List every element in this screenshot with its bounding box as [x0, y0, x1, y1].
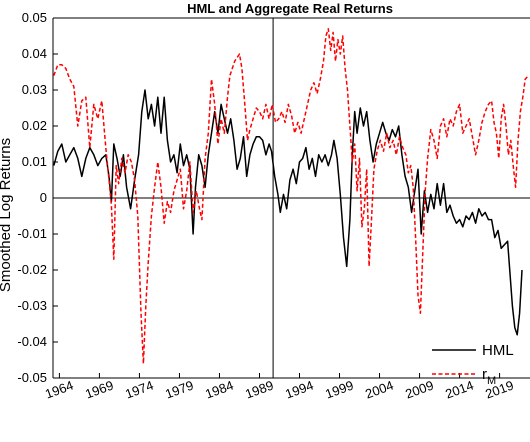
x-tick-label: 1964: [43, 378, 75, 402]
y-tick-label: 0.02: [22, 118, 47, 133]
x-tick-label: 1999: [323, 378, 355, 402]
legend-label-rm: rM: [482, 366, 496, 387]
y-tick-label: 0: [40, 190, 47, 205]
series-layer: [53, 28, 529, 365]
series-line-hml: [53, 89, 523, 336]
y-tick-label: -0.01: [17, 226, 47, 241]
x-tick-label: 2009: [403, 378, 435, 402]
y-tick-label: 0.04: [22, 46, 47, 61]
x-tick-label: 1984: [203, 378, 235, 402]
x-tick-label: 1974: [123, 378, 155, 402]
legend-label-hml: HML: [482, 342, 514, 359]
x-tick-label: 1989: [243, 378, 275, 402]
y-tick-label: 0.05: [22, 10, 47, 25]
axes: [52, 17, 530, 379]
y-tick-label: -0.04: [17, 334, 47, 349]
y-tick-label: -0.02: [17, 262, 47, 277]
y-tick-label: 0.01: [22, 154, 47, 169]
x-tick-label: 1969: [83, 378, 115, 402]
y-tick-label: -0.03: [17, 298, 47, 313]
y-tick-label: 0.03: [22, 82, 47, 97]
y-axis-label: Smoothed Log Returns: [0, 138, 14, 292]
chart-title: HML and Aggregate Real Returns: [187, 1, 393, 16]
x-tick-label: 2004: [363, 378, 395, 402]
x-tick-label: 1979: [163, 378, 195, 402]
x-tick-label: 2014: [443, 378, 475, 402]
series-line-rm: [53, 28, 529, 365]
y-tick-label: -0.05: [17, 370, 47, 385]
x-tick-label: 1994: [283, 378, 315, 402]
